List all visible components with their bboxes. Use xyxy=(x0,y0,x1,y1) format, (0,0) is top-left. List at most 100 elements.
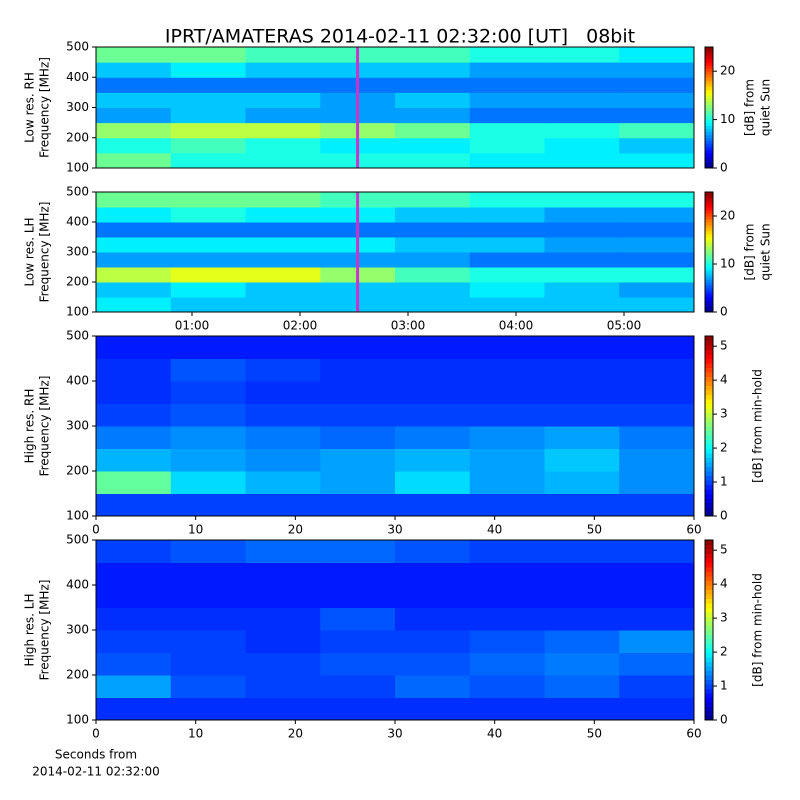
y-tick-label: 100 xyxy=(66,305,89,319)
colorbar-step xyxy=(705,270,713,274)
colorbar-step xyxy=(705,511,713,517)
y-tick-label: 500 xyxy=(66,40,89,54)
colorbar-step xyxy=(705,349,713,355)
heatmap-cell xyxy=(96,237,172,253)
colorbar-frame xyxy=(704,539,714,721)
colorbar-step xyxy=(705,198,713,202)
colorbar-step xyxy=(705,228,713,232)
colorbar-step xyxy=(705,697,713,703)
heatmap-cell xyxy=(96,282,172,298)
heatmap-cell xyxy=(395,282,471,298)
heatmap-cell xyxy=(544,426,620,449)
heatmap-cell xyxy=(170,137,246,154)
heatmap-cell xyxy=(619,107,695,124)
heatmap-cell xyxy=(245,448,321,472)
heatmap-cell xyxy=(96,122,172,139)
heatmap-cell xyxy=(245,122,321,139)
heatmap-cell xyxy=(619,358,695,382)
heatmap-cell xyxy=(619,336,695,359)
colorbar-step xyxy=(705,639,713,644)
heatmap-cell xyxy=(320,358,396,382)
heatmap-cell xyxy=(619,222,695,238)
heatmap-cell xyxy=(619,252,695,268)
heatmap-cell xyxy=(96,358,172,382)
heatmap-cell xyxy=(170,493,246,517)
colorbar-tick-label: 5 xyxy=(720,339,728,353)
colorbar-step xyxy=(705,65,713,69)
colorbar-step xyxy=(705,288,713,292)
heatmap-cell xyxy=(170,107,246,124)
colorbar-step xyxy=(705,243,713,247)
heatmap-cell xyxy=(245,562,321,586)
x-tick-label: 01:00 xyxy=(175,319,210,333)
heatmap-cell xyxy=(395,297,471,313)
heatmap-cell xyxy=(170,358,246,382)
x-tick-label: 10 xyxy=(188,727,203,741)
heatmap-cell xyxy=(170,297,246,313)
heatmap-cell xyxy=(544,282,620,298)
y-tick-label: 200 xyxy=(66,130,89,144)
heatmap-cell xyxy=(544,122,620,139)
heatmap-cell xyxy=(619,237,695,253)
heatmap-cell xyxy=(170,585,246,608)
y-tick-label: 100 xyxy=(66,161,89,175)
colorbar-step xyxy=(705,616,713,622)
heatmap-cell xyxy=(96,697,172,721)
colorbar-step xyxy=(705,222,713,226)
heatmap-cell xyxy=(170,267,246,283)
heatmap-cell xyxy=(395,47,471,63)
colorbar-step xyxy=(705,86,713,90)
colorbar-step xyxy=(705,68,713,72)
colorbar-step xyxy=(705,367,713,373)
colorbar-step xyxy=(705,558,713,563)
colorbar-step xyxy=(705,113,713,118)
y-tick-label: 500 xyxy=(66,185,89,199)
heatmap-cell xyxy=(245,471,321,494)
heatmap-cell xyxy=(544,607,620,631)
heatmap-cell xyxy=(544,222,620,238)
heatmap-cell xyxy=(96,222,172,238)
heatmap-cell xyxy=(395,192,471,208)
heatmap-cell xyxy=(469,471,545,494)
x-tick-label: 50 xyxy=(587,727,602,741)
colorbar-step xyxy=(705,358,713,364)
x-tick-label: 30 xyxy=(387,523,402,537)
heatmap-cell xyxy=(245,62,321,78)
colorbar-step xyxy=(705,267,713,271)
colorbar-tick-label: 5 xyxy=(720,543,728,557)
colorbar-step xyxy=(705,95,713,99)
heatmap-cell xyxy=(544,675,620,698)
colorbar-step xyxy=(705,237,713,241)
colorbar-step xyxy=(705,562,713,568)
colorbar-step xyxy=(705,149,713,154)
colorbar-step xyxy=(705,110,713,115)
heatmap-cell xyxy=(245,222,321,238)
heatmap-cell xyxy=(395,107,471,124)
colorbar-step xyxy=(705,246,713,250)
colorbar-step xyxy=(705,571,713,577)
colorbar-step xyxy=(705,53,713,57)
heatmap-cell xyxy=(320,675,396,698)
x-tick-label: 05:00 xyxy=(607,319,642,333)
colorbar-tick-label: 20 xyxy=(720,209,735,223)
colorbar-step xyxy=(705,480,713,485)
heatmap-cell xyxy=(544,562,620,586)
colorbar-label: [dB] from xyxy=(743,224,757,281)
colorbar-tick-label: 0 xyxy=(720,713,728,727)
colorbar-step xyxy=(705,71,713,75)
colorbar-step xyxy=(705,607,713,613)
colorbar-step xyxy=(705,137,713,142)
heatmap-cell xyxy=(619,77,695,93)
heatmap-cell xyxy=(96,403,172,427)
y-tick-label: 100 xyxy=(66,713,89,727)
x-tick-label: 20 xyxy=(288,523,303,537)
y-tick-label: 300 xyxy=(66,245,89,259)
colorbar-step xyxy=(705,453,713,458)
heatmap-cell xyxy=(245,252,321,268)
colorbar-tick-label: 3 xyxy=(720,407,728,421)
colorbar-step xyxy=(705,204,713,208)
heatmap-cell xyxy=(96,585,172,608)
heatmap-cell xyxy=(170,697,246,721)
colorbar-step xyxy=(705,47,713,51)
colorbar-step xyxy=(705,294,713,298)
